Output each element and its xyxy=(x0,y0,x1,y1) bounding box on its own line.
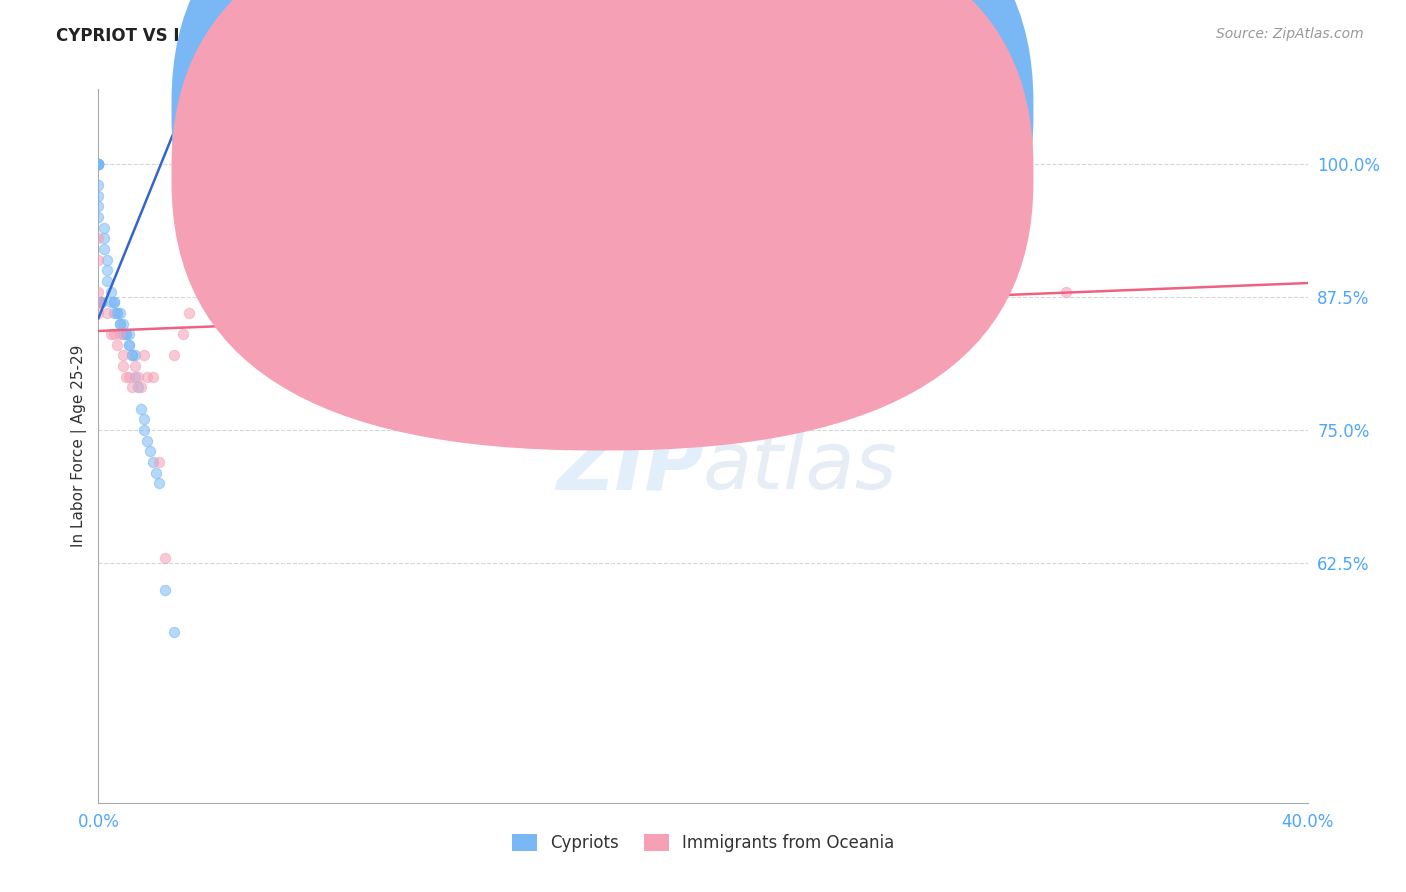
Point xyxy=(103,327,125,342)
Point xyxy=(90,295,112,310)
Point xyxy=(127,369,149,384)
Point xyxy=(87,157,110,171)
Point xyxy=(139,444,162,458)
Point xyxy=(111,359,134,373)
Point xyxy=(114,369,136,384)
Point xyxy=(153,582,176,597)
Point xyxy=(87,285,110,299)
Point xyxy=(124,359,146,373)
Point xyxy=(87,157,110,171)
Point xyxy=(103,295,125,310)
Point xyxy=(179,306,201,320)
Point xyxy=(96,252,118,267)
Point xyxy=(114,327,136,342)
Y-axis label: In Labor Force | Age 25-29: In Labor Force | Age 25-29 xyxy=(72,345,87,547)
Point xyxy=(105,338,128,352)
Point xyxy=(93,242,115,256)
Point xyxy=(118,327,141,342)
Point xyxy=(145,466,167,480)
Point xyxy=(148,476,170,491)
Point xyxy=(142,455,165,469)
Point xyxy=(163,625,186,640)
Point xyxy=(111,349,134,363)
Point xyxy=(96,263,118,277)
Point xyxy=(100,327,122,342)
Point xyxy=(90,295,112,310)
Text: CYPRIOT VS IMMIGRANTS FROM OCEANIA IN LABOR FORCE | AGE 25-29 CORRELATION CHART: CYPRIOT VS IMMIGRANTS FROM OCEANIA IN LA… xyxy=(56,27,928,45)
Point xyxy=(87,178,110,192)
Point xyxy=(87,157,110,171)
Point xyxy=(108,317,131,331)
Point xyxy=(111,317,134,331)
Point xyxy=(87,199,110,213)
Point xyxy=(114,327,136,342)
Point xyxy=(105,306,128,320)
Point xyxy=(103,295,125,310)
Point xyxy=(87,157,110,171)
Point xyxy=(1054,285,1077,299)
Point xyxy=(129,401,152,416)
Point xyxy=(121,380,143,394)
Point xyxy=(135,369,157,384)
Point xyxy=(124,369,146,384)
Point xyxy=(100,285,122,299)
Point xyxy=(90,295,112,310)
Text: ZIP: ZIP xyxy=(555,428,703,507)
Point xyxy=(129,380,152,394)
Text: atlas: atlas xyxy=(703,428,898,507)
Point xyxy=(105,306,128,320)
Point xyxy=(90,295,112,310)
Point xyxy=(540,349,562,363)
Point xyxy=(87,157,110,171)
Text: R = 0.144   N = 29: R = 0.144 N = 29 xyxy=(623,165,793,183)
Point xyxy=(108,317,131,331)
Text: Source: ZipAtlas.com: Source: ZipAtlas.com xyxy=(1216,27,1364,41)
Point xyxy=(87,157,110,171)
Point xyxy=(692,295,714,310)
Point xyxy=(90,295,112,310)
Point xyxy=(118,338,141,352)
Point xyxy=(132,423,155,437)
Point xyxy=(93,220,115,235)
Point xyxy=(87,231,110,245)
Point xyxy=(93,231,115,245)
Point xyxy=(121,349,143,363)
Point xyxy=(135,434,157,448)
Text: R = 0.266   N = 56: R = 0.266 N = 56 xyxy=(623,101,793,119)
Point xyxy=(87,188,110,202)
Point xyxy=(142,369,165,384)
Point xyxy=(127,380,149,394)
Point xyxy=(87,252,110,267)
Point xyxy=(172,327,194,342)
Point xyxy=(87,210,110,224)
Point xyxy=(108,306,131,320)
Point xyxy=(96,274,118,288)
Point xyxy=(121,349,143,363)
Point xyxy=(153,550,176,565)
Point xyxy=(132,349,155,363)
Point xyxy=(118,369,141,384)
Point xyxy=(111,327,134,342)
Point xyxy=(118,338,141,352)
Point xyxy=(87,157,110,171)
Point xyxy=(90,295,112,310)
Legend: Cypriots, Immigrants from Oceania: Cypriots, Immigrants from Oceania xyxy=(505,827,901,859)
Point xyxy=(163,349,186,363)
Point xyxy=(96,306,118,320)
Point xyxy=(132,412,155,426)
Point xyxy=(108,327,131,342)
Point xyxy=(87,306,110,320)
Point xyxy=(100,295,122,310)
Point xyxy=(148,455,170,469)
Point xyxy=(87,295,110,310)
Point xyxy=(124,349,146,363)
Point xyxy=(87,157,110,171)
Point xyxy=(103,306,125,320)
